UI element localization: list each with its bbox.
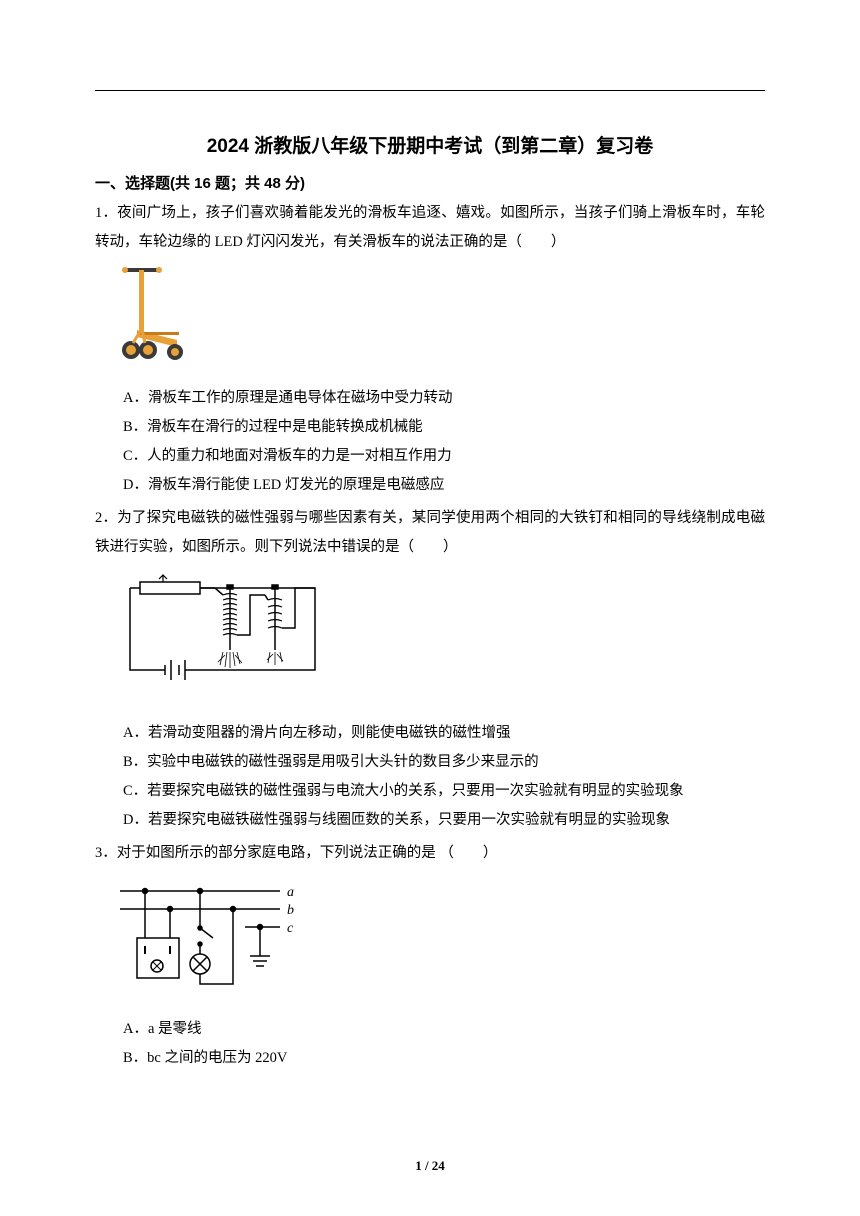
question-3-image: a b c xyxy=(115,876,765,1007)
question-3-text: 3．对于如图所示的部分家庭电路，下列说法正确的是 （ ） xyxy=(95,839,765,868)
question-1-image xyxy=(115,265,765,376)
question-2-text: 2．为了探究电磁铁的磁性强弱与哪些因素有关，某同学使用两个相同的大铁钉和相同的导… xyxy=(95,504,765,562)
question-2-image xyxy=(115,570,765,711)
svg-text:c: c xyxy=(287,921,294,936)
svg-text:b: b xyxy=(287,903,294,918)
question-2-options: A．若滑动变阻器的滑片向左移动，则能使电磁铁的磁性增强 B．实验中电磁铁的磁性强… xyxy=(123,719,765,835)
question-1-options: A．滑板车工作的原理是通电导体在磁场中受力转动 B．滑板车在滑行的过程中是电能转… xyxy=(123,384,765,500)
q1-option-d: D．滑板车滑行能使 LED 灯发光的原理是电磁感应 xyxy=(123,471,765,500)
q1-option-b: B．滑板车在滑行的过程中是电能转换成机械能 xyxy=(123,413,765,442)
top-rule xyxy=(95,90,765,91)
q2-option-c: C．若要探究电磁铁的磁性强弱与电流大小的关系，只要用一次实验就有明显的实验现象 xyxy=(123,777,765,806)
q2-option-a: A．若滑动变阻器的滑片向左移动，则能使电磁铁的磁性增强 xyxy=(123,719,765,748)
question-2: 2．为了探究电磁铁的磁性强弱与哪些因素有关，某同学使用两个相同的大铁钉和相同的导… xyxy=(95,504,765,835)
question-3: 3．对于如图所示的部分家庭电路，下列说法正确的是 （ ） a b c xyxy=(95,839,765,1073)
question-1: 1．夜间广场上，孩子们喜欢骑着能发光的滑板车追逐、嬉戏。如图所示，当孩子们骑上滑… xyxy=(95,199,765,500)
q2-option-b: B．实验中电磁铁的磁性强弱是用吸引大头针的数目多少来显示的 xyxy=(123,748,765,777)
q2-option-d: D．若要探究电磁铁磁性强弱与线圈匝数的关系，只要用一次实验就有明显的实验现象 xyxy=(123,806,765,835)
q1-option-a: A．滑板车工作的原理是通电导体在磁场中受力转动 xyxy=(123,384,765,413)
q1-option-c: C．人的重力和地面对滑板车的力是一对相互作用力 xyxy=(123,442,765,471)
electromagnet-circuit-icon xyxy=(115,570,325,700)
exam-title: 2024 浙教版八年级下册期中考试（到第二章）复习卷 xyxy=(95,131,765,158)
page-number: 1 / 24 xyxy=(0,1158,860,1174)
scooter-icon xyxy=(115,265,190,365)
svg-text:a: a xyxy=(287,885,294,900)
q3-option-b: B．bc 之间的电压为 220V xyxy=(123,1044,765,1073)
q3-option-a: A．a 是零线 xyxy=(123,1015,765,1044)
household-circuit-icon: a b c xyxy=(115,876,310,996)
question-1-text: 1．夜间广场上，孩子们喜欢骑着能发光的滑板车追逐、嬉戏。如图所示，当孩子们骑上滑… xyxy=(95,199,765,257)
section-1-header: 一、选择题(共 16 题；共 48 分) xyxy=(95,172,765,193)
question-3-options: A．a 是零线 B．bc 之间的电压为 220V xyxy=(123,1015,765,1073)
